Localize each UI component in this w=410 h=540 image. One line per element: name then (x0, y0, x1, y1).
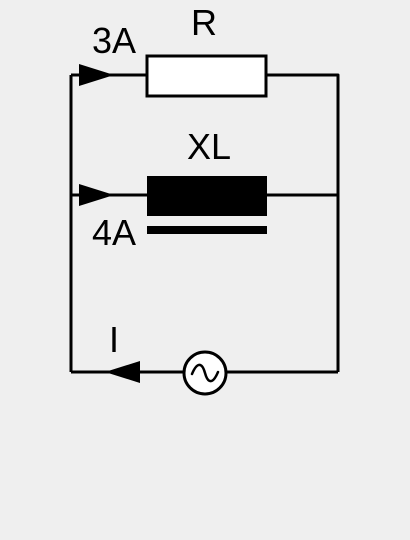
sine-wave-icon (190, 363, 220, 383)
inductor-current-label: 4A (92, 212, 136, 253)
source-current-arrow-icon (105, 361, 140, 383)
inductor-current-arrow-icon (79, 184, 114, 206)
source-current-label: I (109, 319, 119, 360)
inductor-core (147, 176, 267, 216)
resistor (145, 54, 268, 98)
resistor-label: R (191, 2, 217, 43)
resistor-current-arrow-icon (79, 64, 114, 86)
right-wire (266, 73, 340, 372)
inductor-label: XL (187, 126, 231, 167)
resistor-current-label: 3A (92, 20, 136, 61)
inductor-bar (147, 226, 267, 234)
ac-source-icon (182, 350, 228, 396)
